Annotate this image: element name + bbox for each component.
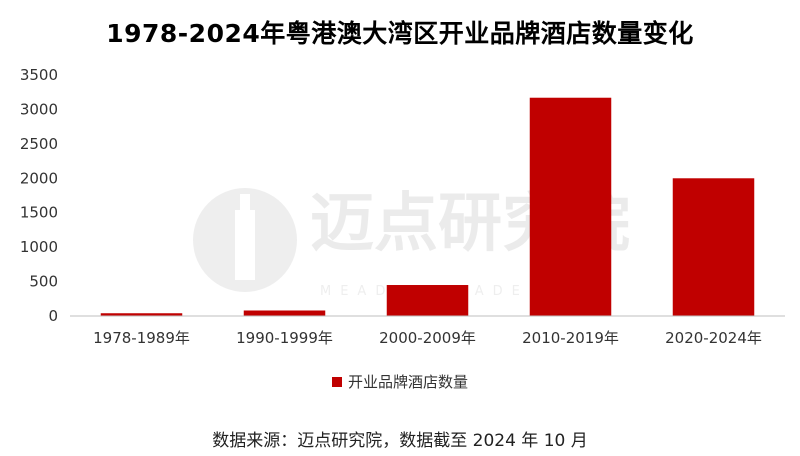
- chart-title: 1978-2024年粤港澳大湾区开业品牌酒店数量变化: [106, 19, 694, 48]
- y-tick-label: 3000: [20, 100, 58, 118]
- legend-label: 开业品牌酒店数量: [347, 373, 468, 391]
- bar: [243, 310, 326, 316]
- x-tick-label: 2020-2024年: [665, 329, 762, 347]
- x-tick-label: 2010-2019年: [522, 329, 619, 347]
- y-tick-label: 1500: [20, 204, 58, 222]
- bar: [672, 178, 755, 316]
- bar: [386, 285, 469, 316]
- y-tick-label: 500: [29, 273, 58, 291]
- y-tick-label: 1000: [20, 238, 58, 256]
- x-axis: 1978-1989年 1990-1999年 2000-2009年 2010-2019年…: [93, 329, 762, 347]
- x-tick-label: 1990-1999年: [236, 329, 333, 347]
- bars-group: [100, 97, 755, 316]
- bar: [529, 97, 612, 316]
- x-tick-label: 1978-1989年: [93, 329, 190, 347]
- y-tick-label: 2500: [20, 135, 58, 153]
- y-tick-label: 2000: [20, 169, 58, 187]
- y-axis: 0 500 1000 1500 2000 2500 3000 3500: [20, 66, 58, 325]
- legend: 开业品牌酒店数量: [0, 371, 800, 392]
- watermark-logo-icon: [193, 188, 297, 292]
- x-tick-label: 2000-2009年: [379, 329, 476, 347]
- y-tick-label: 0: [48, 307, 58, 325]
- source-note: 数据来源：迈点研究院，数据截至 2024 年 10 月: [212, 431, 588, 451]
- legend-swatch: [331, 376, 342, 387]
- bar: [100, 313, 183, 316]
- y-tick-label: 3500: [20, 66, 58, 84]
